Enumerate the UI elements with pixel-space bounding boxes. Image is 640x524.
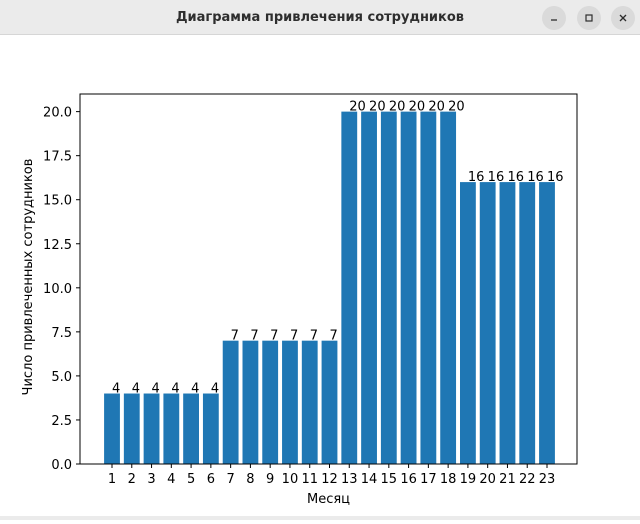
- x-tick-label: 1: [108, 472, 116, 487]
- data-label-month-8: 7: [250, 329, 258, 344]
- close-icon: [618, 13, 628, 23]
- data-label-month-12: 7: [330, 329, 338, 344]
- bar-month-4: [163, 393, 180, 464]
- x-tick-label: 10: [282, 472, 299, 487]
- data-label-month-22: 16: [527, 170, 544, 185]
- window-title: Диаграмма привлечения сотрудников: [175, 10, 465, 25]
- data-label-month-21: 16: [507, 170, 524, 185]
- y-ticks-layer: 0.0 2.5 5.0 7.5 10.0 12.5 15.0 17.5 20.0: [43, 106, 80, 473]
- bar-month-5: [183, 393, 199, 464]
- data-label-month-18: 20: [448, 100, 465, 115]
- bar-month-9: [262, 340, 279, 464]
- data-label-month-2: 4: [132, 382, 140, 397]
- data-label-month-14: 20: [369, 100, 386, 115]
- y-tick-label: 0.0: [51, 458, 72, 473]
- bar-month-17: [420, 111, 437, 465]
- x-tick-label: 11: [301, 472, 318, 487]
- bar-month-18: [440, 111, 457, 465]
- x-ticks-layer: 1 2 3 4 5 6 7 8 9 10 11 12 13 14 15 16 17 18 19 20 21 22 23: [108, 464, 555, 487]
- data-label-month-13: 20: [349, 100, 366, 115]
- x-tick-label: 20: [479, 472, 496, 487]
- data-label-month-6: 4: [211, 382, 219, 397]
- data-label-month-17: 20: [428, 100, 445, 115]
- bar-month-12: [321, 340, 338, 464]
- bar-month-1: [104, 393, 120, 464]
- data-label-month-5: 4: [191, 382, 199, 397]
- x-tick-label: 21: [499, 472, 516, 487]
- x-tick-label: 22: [519, 472, 536, 487]
- bar-month-8: [242, 340, 259, 464]
- y-axis-label: Число привлеченных сотрудников: [21, 159, 36, 396]
- minimize-button[interactable]: [542, 6, 566, 30]
- x-tick-label: 15: [381, 472, 398, 487]
- titlebar[interactable]: Диаграмма привлечения сотрудников: [0, 0, 640, 35]
- x-tick-label: 14: [361, 472, 378, 487]
- data-label-month-16: 20: [409, 100, 426, 115]
- bar-month-16: [400, 111, 417, 465]
- minimize-icon: [549, 13, 559, 23]
- y-tick-label: 7.5: [51, 326, 72, 341]
- bar-month-14: [361, 111, 377, 465]
- data-label-month-19: 16: [468, 170, 485, 185]
- x-axis-label: Месяц: [307, 492, 350, 507]
- bar-month-10: [282, 340, 298, 464]
- y-tick-label: 15.0: [43, 194, 72, 209]
- data-label-month-1: 4: [112, 382, 120, 397]
- y-tick-label: 10.0: [43, 282, 72, 297]
- data-label-month-9: 7: [270, 329, 278, 344]
- y-tick-label: 2.5: [51, 414, 72, 429]
- y-tick-label: 20.0: [43, 106, 72, 121]
- bars-layer: [104, 111, 555, 465]
- bar-month-6: [202, 393, 219, 464]
- x-tick-label: 17: [420, 472, 437, 487]
- data-label-month-23: 16: [547, 170, 564, 185]
- data-label-month-10: 7: [290, 329, 298, 344]
- x-tick-label: 13: [341, 472, 358, 487]
- x-tick-label: 7: [226, 472, 234, 487]
- y-tick-label: 12.5: [43, 238, 72, 253]
- x-tick-label: 4: [167, 472, 175, 487]
- x-tick-label: 16: [400, 472, 417, 487]
- y-tick-label: 17.5: [43, 150, 72, 165]
- data-label-month-7: 7: [231, 329, 239, 344]
- maximize-button[interactable]: [577, 6, 601, 30]
- bar-month-13: [341, 111, 358, 465]
- x-tick-label: 2: [128, 472, 136, 487]
- x-tick-label: 19: [460, 472, 477, 487]
- bar-month-15: [380, 111, 397, 465]
- y-tick-label: 5.0: [51, 370, 72, 385]
- data-label-month-11: 7: [310, 329, 318, 344]
- data-label-month-3: 4: [152, 382, 160, 397]
- bar-month-11: [301, 340, 318, 464]
- data-label-month-15: 20: [389, 100, 406, 115]
- bar-month-21: [499, 182, 516, 464]
- bar-month-20: [479, 182, 496, 464]
- bar-month-3: [143, 393, 160, 464]
- bar-month-2: [123, 393, 140, 464]
- x-tick-label: 9: [266, 472, 274, 487]
- data-label-month-20: 16: [488, 170, 505, 185]
- close-button[interactable]: [611, 6, 635, 30]
- x-tick-label: 6: [207, 472, 215, 487]
- bar-month-7: [222, 340, 239, 464]
- maximize-icon: [584, 13, 594, 23]
- x-tick-label: 5: [187, 472, 195, 487]
- window-bottom-edge: [0, 516, 640, 520]
- x-tick-label: 12: [321, 472, 338, 487]
- x-tick-label: 8: [246, 472, 254, 487]
- bar-month-23: [539, 182, 555, 464]
- data-label-month-4: 4: [171, 382, 179, 397]
- x-tick-label: 23: [539, 472, 556, 487]
- x-tick-label: 18: [440, 472, 457, 487]
- axes-frame: [79, 93, 578, 465]
- x-tick-label: 3: [147, 472, 155, 487]
- bar-month-22: [519, 182, 536, 464]
- bar-month-19: [460, 182, 476, 464]
